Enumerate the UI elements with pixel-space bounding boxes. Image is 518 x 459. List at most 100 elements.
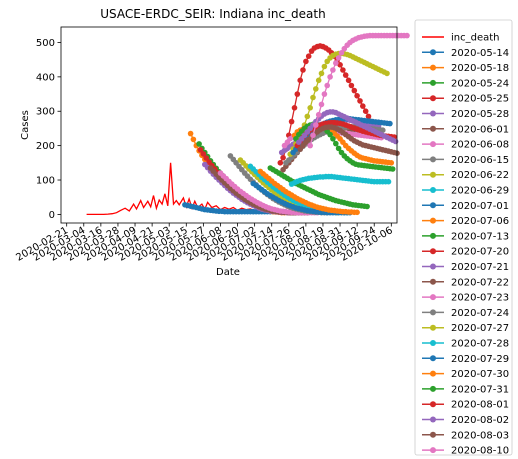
- forecast-point-2020-05-25-1: [200, 151, 207, 157]
- forecast-point-2020-08-10-3: [315, 111, 322, 118]
- y-axis-label: Cases: [20, 110, 31, 140]
- legend-label-2020-07-31: 2020-07-31: [451, 384, 509, 395]
- plot-frame: [60, 26, 398, 224]
- forecast-point-2020-08-10-1: [310, 132, 316, 139]
- forecast-point-2020-07-20-26: [351, 87, 358, 94]
- legend-marker-2020-07-31: [430, 385, 436, 392]
- legend-label-2020-07-13: 2020-07-13: [451, 231, 509, 242]
- forecast-point-2020-07-20-23: [342, 72, 349, 78]
- forecast-point-2020-07-20-31: [365, 113, 372, 120]
- legend-label-2020-05-18: 2020-05-18: [451, 63, 509, 74]
- legend-entry-2020-07-13: 2020-07-13: [422, 231, 509, 242]
- legend-marker-2020-05-14: [430, 49, 436, 56]
- legend-label-2020-07-29: 2020-07-29: [451, 354, 509, 365]
- legend-entry-2020-07-28: 2020-07-28: [422, 339, 509, 350]
- legend-marker-2020-05-18: [430, 64, 436, 71]
- forecast-point-2020-07-06-34: [354, 209, 360, 216]
- forecast-point-2020-08-10-7: [327, 74, 333, 80]
- forecast-point-2020-07-27-7: [307, 105, 314, 111]
- legend-marker-2020-06-08: [430, 141, 436, 148]
- legend-entry-2020-05-18: 2020-05-18: [422, 63, 509, 74]
- forecast-point-2020-08-02-34: [392, 138, 399, 145]
- observed-line-inc-death: [86, 162, 272, 216]
- legend-marker-2020-07-29: [430, 355, 436, 362]
- legend-label-2020-06-15: 2020-06-15: [451, 155, 509, 166]
- legend-marker-2020-05-24: [430, 79, 436, 86]
- legend-entry-2020-06-01: 2020-06-01: [422, 124, 509, 135]
- forecast-point-2020-05-25-0: [197, 147, 204, 153]
- forecast-point-2020-07-20-1: [280, 154, 286, 161]
- legend-label-2020-05-25: 2020-05-25: [451, 94, 509, 105]
- forecast-point-2020-07-29-34: [387, 120, 393, 127]
- legend-label-inc_death: inc_death: [451, 33, 500, 44]
- forecast-point-2020-07-27-34: [384, 70, 390, 77]
- legend-marker-2020-08-03: [430, 431, 436, 438]
- legend-label-2020-08-01: 2020-08-01: [451, 400, 509, 411]
- legend-marker-2020-07-28: [430, 340, 436, 346]
- observed-series-layer: [86, 162, 272, 216]
- legend-entry-2020-07-20: 2020-07-20: [422, 247, 509, 258]
- forecast-point-2020-07-20-4: [288, 118, 295, 125]
- forecast-point-2020-07-20-22: [340, 67, 346, 73]
- forecast-point-2020-05-18-1: [190, 136, 197, 143]
- legend-marker-2020-06-01: [430, 125, 436, 132]
- forecast-point-2020-07-20-24: [345, 77, 352, 84]
- forecast-series-layer: [182, 32, 410, 216]
- forecast-point-2020-07-20-29: [360, 103, 366, 109]
- legend-entry-2020-05-14: 2020-05-14: [422, 48, 509, 59]
- legend-entry-2020-07-01: 2020-07-01: [422, 201, 509, 212]
- forecast-point-2020-07-27-10: [315, 77, 322, 84]
- forecast-point-2020-07-20-0: [277, 160, 284, 166]
- legend-marker-2020-07-22: [430, 278, 436, 285]
- legend-label-2020-07-20: 2020-07-20: [451, 247, 509, 258]
- legend-label-2020-07-01: 2020-07-01: [451, 201, 509, 212]
- legend-label-2020-05-28: 2020-05-28: [451, 109, 509, 120]
- forecast-point-2020-07-20-5: [291, 105, 298, 111]
- x-axis-label: Date: [216, 267, 240, 278]
- forecast-point-2020-07-31-13: [330, 136, 336, 142]
- legend-marker-2020-07-21: [430, 263, 436, 270]
- legend-label-2020-05-14: 2020-05-14: [451, 48, 509, 59]
- legend-entry-2020-07-23: 2020-07-23: [422, 293, 509, 304]
- legend-entry-2020-07-21: 2020-07-21: [422, 262, 509, 273]
- forecast-point-2020-08-10-9: [333, 60, 339, 66]
- legend-marker-2020-07-06: [430, 217, 436, 224]
- forecast-point-2020-07-28-34: [385, 178, 392, 185]
- legend-entry-2020-06-22: 2020-06-22: [422, 170, 509, 181]
- legend-entry-inc_death: inc_death: [422, 33, 500, 44]
- forecast-point-2020-07-24-34: [380, 127, 386, 133]
- legend-label-2020-06-01: 2020-06-01: [451, 124, 509, 135]
- legend-entry-2020-07-27: 2020-07-27: [422, 323, 509, 334]
- legend-marker-2020-08-02: [430, 416, 436, 423]
- forecast-point-2020-08-10-0: [307, 142, 314, 149]
- legend-entry-2020-07-06: 2020-07-06: [422, 216, 509, 227]
- forecast-point-2020-07-27-9: [313, 86, 319, 92]
- forecast-point-2020-07-27-12: [321, 63, 328, 70]
- forecast-point-2020-07-20-27: [354, 93, 360, 99]
- legend-marker-2020-07-23: [430, 294, 436, 301]
- legend-entry-2020-06-08: 2020-06-08: [422, 140, 509, 151]
- forecast-point-2020-08-10-34: [404, 32, 410, 39]
- legend-marker-2020-07-27: [430, 324, 436, 331]
- legend-label-2020-05-24: 2020-05-24: [451, 78, 509, 89]
- legend-label-2020-07-06: 2020-07-06: [451, 216, 509, 227]
- legend-entry-2020-07-29: 2020-07-29: [422, 354, 509, 365]
- forecast-point-2020-07-20-7: [297, 77, 304, 84]
- y-tick-label-100: 100: [36, 176, 55, 187]
- forecast-point-2020-08-10-8: [330, 67, 336, 73]
- forecast-point-2020-07-20-30: [362, 108, 369, 114]
- legend-marker-2020-08-01: [430, 401, 436, 408]
- forecast-point-2020-05-18-0: [187, 130, 194, 137]
- forecast-point-2020-07-13-34: [364, 203, 370, 210]
- legend-label-2020-07-28: 2020-07-28: [451, 339, 509, 350]
- legend-marker-2020-07-30: [430, 370, 436, 377]
- legend-marker-2020-07-24: [430, 309, 436, 316]
- legend-entry-2020-06-15: 2020-06-15: [422, 155, 509, 166]
- legend-entry-2020-07-30: 2020-07-30: [422, 369, 509, 380]
- chart-title: USACE-ERDC_SEIR: Indiana inc_death: [100, 7, 325, 21]
- y-tick-label-300: 300: [36, 107, 55, 118]
- legend-entry-2020-08-01: 2020-08-01: [422, 400, 509, 411]
- legend-marker-2020-07-20: [430, 248, 436, 255]
- legend-label-2020-07-27: 2020-07-27: [451, 323, 509, 334]
- forecast-point-2020-07-27-8: [310, 94, 316, 101]
